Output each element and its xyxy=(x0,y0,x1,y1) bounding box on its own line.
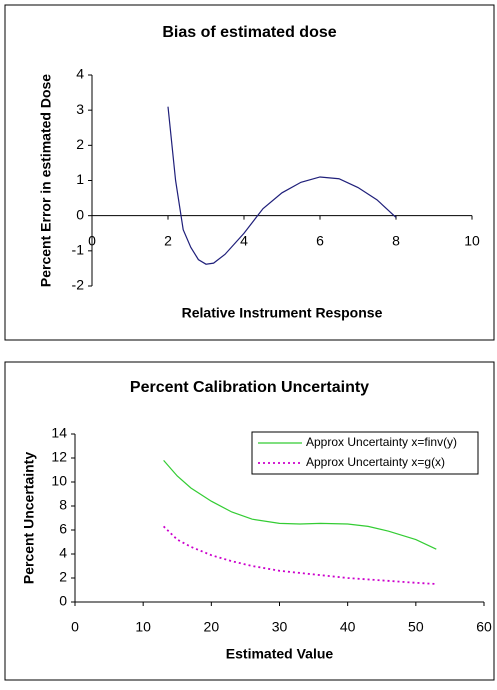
y-axis-label: Percent Uncertainty xyxy=(21,452,37,584)
y-tick-label: -1 xyxy=(72,242,85,258)
y-tick-label: 10 xyxy=(51,473,67,489)
legend-box xyxy=(251,431,479,475)
x-tick-label: 60 xyxy=(476,619,492,635)
y-tick-label: 12 xyxy=(51,449,67,465)
x-axis-label: Relative Instrument Response xyxy=(182,305,383,321)
y-tick-label: 3 xyxy=(76,101,84,117)
x-tick-label: 4 xyxy=(240,232,248,248)
y-tick-label: 8 xyxy=(59,497,67,513)
line-series xyxy=(163,460,437,550)
x-tick-label: 20 xyxy=(204,619,220,635)
line-series xyxy=(162,525,437,585)
y-tick-label: 4 xyxy=(59,545,67,561)
chart-title: Bias of estimated dose xyxy=(162,24,336,41)
y-tick-label: 2 xyxy=(76,136,84,152)
x-tick-label: 6 xyxy=(316,232,324,248)
legend-label: Approx Uncertainty x=finv(y) xyxy=(306,435,457,449)
x-tick-label: 0 xyxy=(88,232,96,248)
chart-title: Percent Calibration Uncertainty xyxy=(130,379,369,396)
x-tick-label: 0 xyxy=(71,619,79,635)
x-tick-label: 30 xyxy=(272,619,288,635)
x-axis-label: Estimated Value xyxy=(226,646,334,662)
y-axis-label: Percent Error in estimated Dose xyxy=(38,74,54,287)
y-tick-label: -2 xyxy=(72,277,85,293)
legend-label: Approx Uncertainty x=g(x) xyxy=(306,455,445,469)
x-tick-label: 40 xyxy=(340,619,356,635)
x-tick-label: 50 xyxy=(408,619,424,635)
y-tick-label: 0 xyxy=(59,593,67,609)
x-tick-label: 2 xyxy=(164,232,172,248)
y-tick-label: 2 xyxy=(59,569,67,585)
x-tick-label: 10 xyxy=(135,619,151,635)
chart-frame xyxy=(4,4,495,341)
y-tick-label: 14 xyxy=(51,425,67,441)
y-tick-label: 0 xyxy=(76,206,84,222)
y-tick-label: 4 xyxy=(76,66,84,82)
y-tick-label: 1 xyxy=(76,171,84,187)
x-tick-label: 10 xyxy=(464,232,480,248)
x-tick-label: 8 xyxy=(392,232,400,248)
line-series xyxy=(167,106,397,265)
y-tick-label: 6 xyxy=(59,521,67,537)
chart-frame xyxy=(4,361,495,681)
